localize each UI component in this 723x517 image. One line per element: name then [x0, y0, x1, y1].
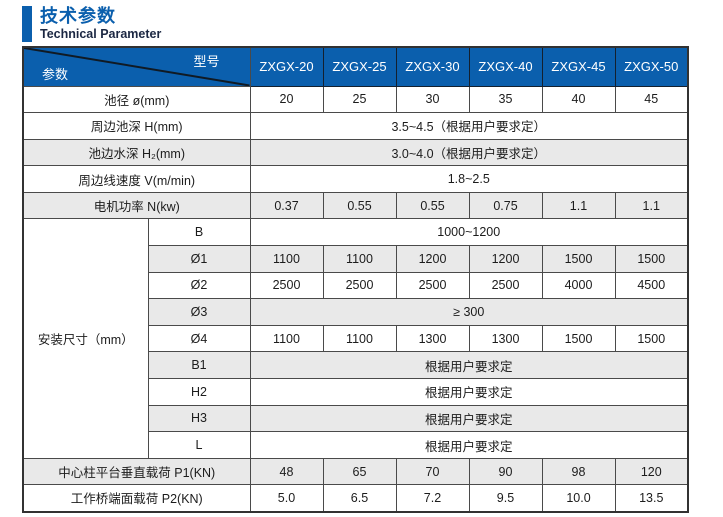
sub-row-label: H2 — [147, 378, 251, 406]
data-cell: 4500 — [614, 271, 689, 300]
sub-row-label: B1 — [147, 351, 251, 380]
column-header: ZXGX-50 — [614, 46, 689, 87]
table-row: H3 根据用户要求定 — [23, 404, 689, 433]
data-cell: 1300 — [468, 324, 543, 353]
table-row: 电机功率 N(kw) 0.37 0.55 0.55 0.75 1.1 1.1 — [22, 191, 689, 220]
group-label-install-dimensions: 安装尺寸（mm） — [22, 218, 149, 459]
data-cell: 5.0 — [249, 484, 324, 512]
column-header: ZXGX-30 — [395, 46, 470, 87]
table-row: 中心柱平台垂直载荷 P1(KN) 48 65 70 90 98 120 — [22, 457, 689, 486]
data-cell-span: 1000~1200 — [249, 218, 689, 247]
data-cell: 1.1 — [614, 191, 689, 220]
page-title-cn: 技术参数 — [40, 6, 116, 26]
sub-row-label: B — [147, 218, 251, 247]
data-cell: 0.75 — [468, 191, 543, 220]
corner-label-parameter: 参数 — [42, 66, 69, 82]
title-text-wrap: 技术参数 Technical Parameter — [40, 6, 161, 42]
data-cell: 35 — [468, 85, 543, 114]
data-cell: 13.5 — [614, 484, 689, 512]
data-cell: 2500 — [249, 271, 324, 300]
table-row: 工作桥端面载荷 P2(KN) 5.0 6.5 7.2 9.5 10.0 13.5 — [22, 484, 689, 512]
table-row: 池径 ø(mm) 20 25 30 35 40 45 — [22, 85, 689, 114]
data-cell: 1200 — [468, 245, 543, 273]
data-cell: 1200 — [395, 245, 470, 273]
data-cell-span: ≥ 300 — [249, 298, 689, 326]
row-label: 池边水深 H₂(mm) — [22, 138, 251, 167]
data-cell: 30 — [395, 85, 470, 114]
data-cell: 98 — [541, 457, 616, 486]
data-cell: 1500 — [541, 245, 616, 273]
technical-parameter-table: 型号 参数 ZXGX-20 ZXGX-25 ZXGX-30 ZXGX-40 ZX… — [22, 46, 689, 513]
data-cell: 1100 — [249, 245, 324, 273]
sub-row-label: Ø4 — [147, 324, 251, 353]
row-label: 工作桥端面载荷 P2(KN) — [22, 484, 251, 512]
table-row: 周边线速度 V(m/min) 1.8~2.5 — [22, 165, 689, 193]
table-header-row: 型号 参数 ZXGX-20 ZXGX-25 ZXGX-30 ZXGX-40 ZX… — [22, 46, 689, 87]
data-cell: 90 — [468, 457, 543, 486]
data-cell: 1300 — [395, 324, 470, 353]
table-row: B1 根据用户要求定 — [23, 351, 689, 380]
diagonal-divider — [24, 48, 250, 86]
column-header: ZXGX-20 — [249, 46, 324, 87]
row-label: 电机功率 N(kw) — [22, 191, 251, 220]
data-cell: 2500 — [395, 271, 470, 300]
data-cell: 48 — [249, 457, 324, 486]
table-row: 安装尺寸（mm） B 1000~1200 — [22, 218, 689, 459]
data-cell: 1.1 — [541, 191, 616, 220]
data-cell: 25 — [322, 85, 397, 114]
data-cell: 10.0 — [541, 484, 616, 512]
sub-row-label: Ø3 — [147, 298, 251, 326]
data-cell: 2500 — [468, 271, 543, 300]
column-header: ZXGX-25 — [322, 46, 397, 87]
title-accent-bar — [22, 6, 32, 43]
section-title: 技术参数 Technical Parameter — [22, 6, 161, 43]
row-label: 池径 ø(mm) — [22, 85, 251, 114]
data-cell: 1500 — [541, 324, 616, 353]
data-cell: 40 — [541, 85, 616, 114]
row-label: 周边线速度 V(m/min) — [22, 165, 251, 193]
data-cell: 1100 — [249, 324, 324, 353]
data-cell: 45 — [614, 85, 689, 114]
data-cell: 4000 — [541, 271, 616, 300]
table-row: Ø3 ≥ 300 — [23, 298, 689, 326]
sub-row-label: L — [147, 431, 251, 459]
row-label: 周边池深 H(mm) — [22, 112, 251, 140]
data-cell: 2500 — [322, 271, 397, 300]
row-label: 中心柱平台垂直载荷 P1(KN) — [22, 457, 251, 486]
table-row: Ø4 1100 1100 1300 1300 1500 1500 — [23, 324, 689, 353]
corner-header-cell: 型号 参数 — [22, 46, 251, 87]
data-cell: 70 — [395, 457, 470, 486]
data-cell: 0.55 — [322, 191, 397, 220]
data-cell: 0.37 — [249, 191, 324, 220]
data-cell: 7.2 — [395, 484, 470, 512]
data-cell: 6.5 — [322, 484, 397, 512]
sub-row-label: H3 — [147, 404, 251, 433]
data-cell: 65 — [322, 457, 397, 486]
data-cell: 1100 — [322, 324, 397, 353]
data-cell: 1500 — [614, 245, 689, 273]
data-cell: 1100 — [322, 245, 397, 273]
data-cell-span: 根据用户要求定 — [249, 351, 689, 380]
data-cell-span: 根据用户要求定 — [249, 378, 689, 406]
table-row: 周边池深 H(mm) 3.5~4.5（根据用户要求定） — [22, 112, 689, 140]
column-header: ZXGX-40 — [468, 46, 543, 87]
data-cell-span: 3.0~4.0（根据用户要求定） — [249, 138, 689, 167]
page-title-en: Technical Parameter — [40, 26, 162, 41]
data-cell: 0.55 — [395, 191, 470, 220]
data-cell-span: 根据用户要求定 — [249, 404, 689, 433]
data-cell-span: 3.5~4.5（根据用户要求定） — [249, 112, 689, 140]
data-cell: 9.5 — [468, 484, 543, 512]
sub-row-label: Ø1 — [147, 245, 251, 273]
corner-label-model: 型号 — [193, 54, 220, 69]
table-row: 池边水深 H₂(mm) 3.0~4.0（根据用户要求定） — [22, 138, 689, 167]
data-cell: 1500 — [614, 324, 689, 353]
data-cell-span: 根据用户要求定 — [249, 431, 689, 459]
data-cell: 20 — [249, 85, 324, 114]
data-cell-span: 1.8~2.5 — [249, 165, 689, 193]
column-header: ZXGX-45 — [541, 46, 616, 87]
data-cell: 120 — [614, 457, 689, 486]
sub-row-label: Ø2 — [147, 271, 251, 300]
